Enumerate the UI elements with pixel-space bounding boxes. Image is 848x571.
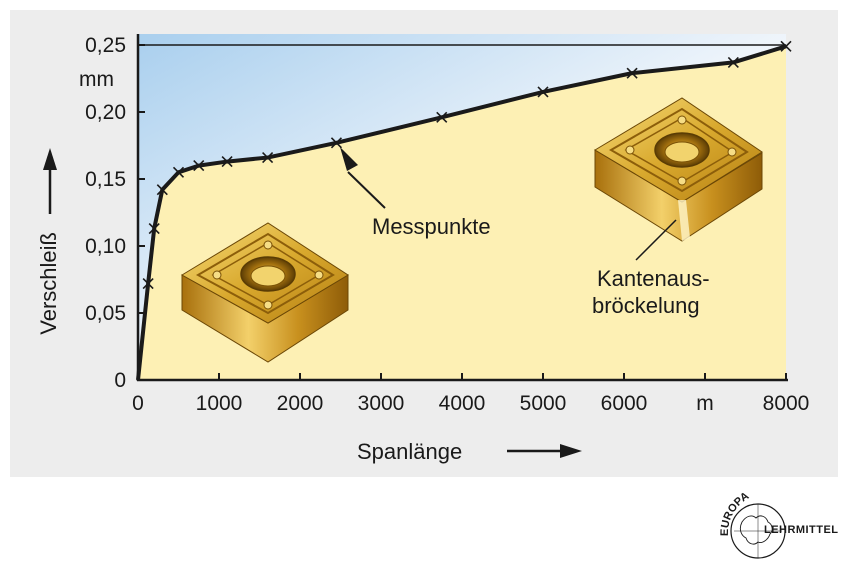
series-line (136, 44, 787, 381)
x-axis-title: Spanlänge (357, 439, 462, 464)
chart-svg: 0 1000 2000 3000 4000 5000 6000 m 8000 0 0,05 0,10… (36, 34, 809, 464)
y-axis-title-group: Verschleiß (36, 148, 61, 335)
y-tick-label: 0,05 (85, 302, 126, 325)
annotation-messpunkte-arrowhead (340, 147, 358, 171)
annotation-messpunkte-arrow (347, 171, 386, 209)
data-point-marker (172, 166, 185, 178)
data-point-marker (262, 151, 274, 164)
insert-illustration-left (181, 222, 349, 363)
marker-group (142, 40, 792, 290)
annotation-kanten-leader (635, 219, 677, 261)
x-tick-label: 8000 (763, 392, 810, 415)
data-point-marker (727, 56, 739, 68)
y-tick-label: 0,15 (85, 168, 126, 191)
chart-figure: 0 1000 2000 3000 4000 5000 6000 m 8000 0 0,05 0,10… (10, 10, 838, 477)
logo-text-lehrmittel: LEHRMITTEL (764, 524, 838, 536)
y-axis-title: Verschleiß (36, 232, 61, 335)
annotation-broeckelung: bröckelung (592, 293, 700, 318)
data-point-marker (330, 137, 343, 149)
x-axis-arrow-head (560, 444, 582, 458)
y-tick-label: 0,10 (85, 235, 126, 258)
y-unit-label: mm (79, 68, 114, 91)
europa-lehrmittel-logo: EUROPA LEHRMITTEL (719, 490, 838, 559)
logo-globe-lines (734, 504, 782, 558)
y-axis-arrow-head (43, 148, 57, 170)
annotation-messpunkte: Messpunkte (372, 214, 491, 239)
data-point-marker (780, 40, 792, 52)
data-point-marker (537, 86, 549, 98)
logo-continents (739, 515, 773, 545)
y-tick-label: 0 (114, 369, 126, 392)
data-point-marker (626, 67, 638, 79)
x-tick-label: 4000 (439, 392, 486, 415)
data-point-marker (148, 223, 160, 235)
x-tick-label: 1000 (196, 392, 243, 415)
x-tick-label: 6000 (601, 392, 648, 415)
x-tick-label: m (696, 392, 714, 415)
x-tick-label: 0 (132, 392, 144, 415)
data-point-marker (142, 277, 154, 290)
data-point-marker (156, 184, 168, 196)
x-tick-label: 2000 (277, 392, 324, 415)
y-tick-group: 0 0,05 0,10 0,15 0,20 0,25 (85, 34, 145, 392)
x-tick-label: 5000 (520, 392, 567, 415)
data-point-marker (221, 156, 233, 168)
data-point-marker (436, 111, 448, 123)
insert-illustration-right (594, 97, 763, 242)
x-tick-group: 0 1000 2000 3000 4000 5000 6000 m 8000 (132, 373, 809, 415)
x-tick-label: 3000 (358, 392, 405, 415)
annotation-kantenaus: Kantenaus- (597, 266, 710, 291)
y-tick-label: 0,25 (85, 34, 126, 57)
y-tick-label: 0,20 (85, 101, 126, 124)
data-point-marker (193, 160, 205, 172)
